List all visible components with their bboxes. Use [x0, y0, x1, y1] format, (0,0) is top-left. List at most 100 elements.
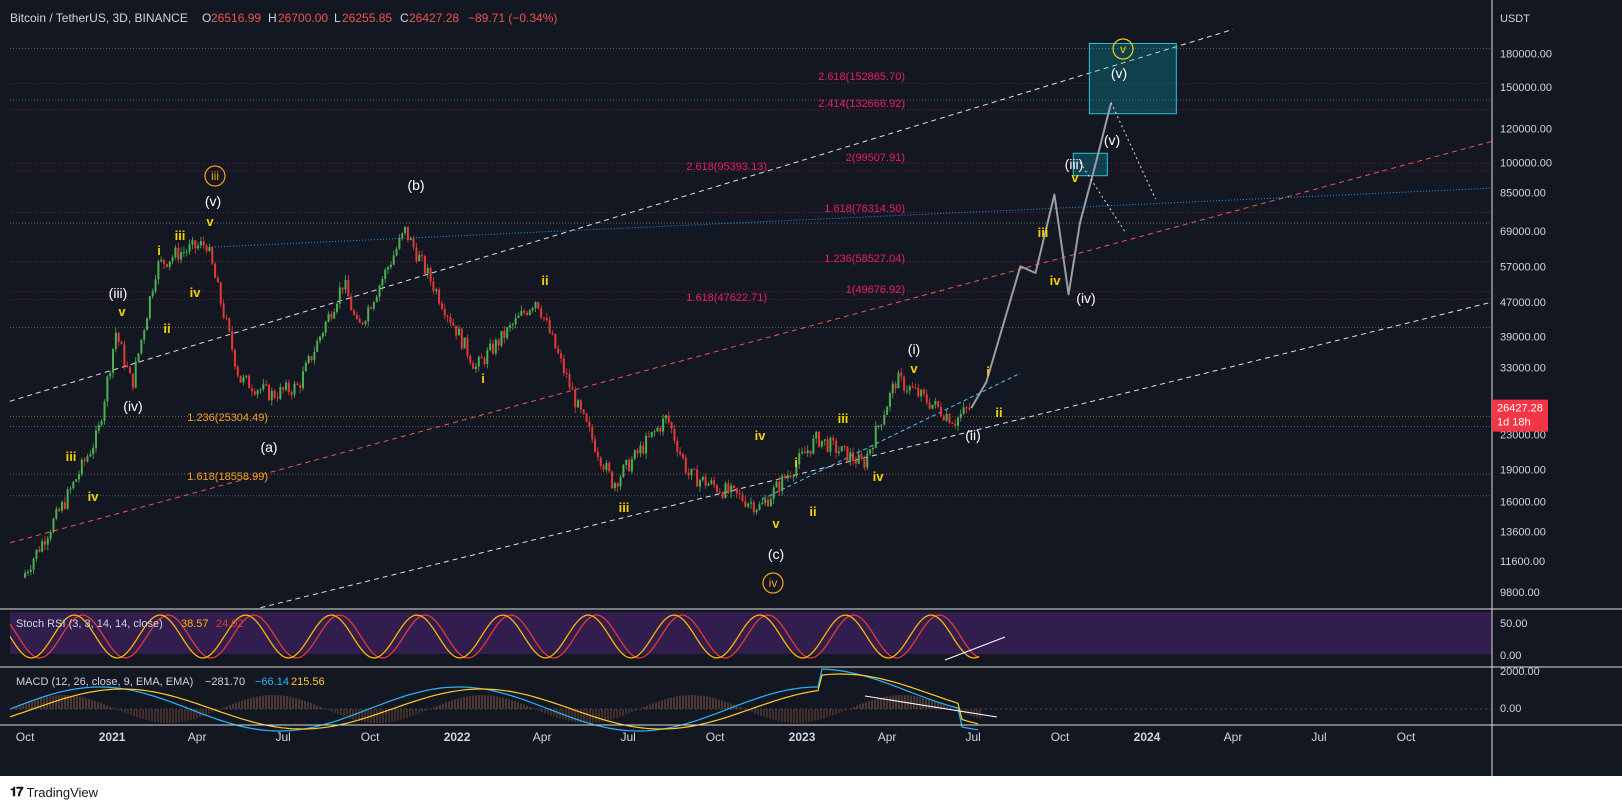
bar-countdown: 1d 18h	[1497, 417, 1531, 429]
macd-histogram-bar	[355, 709, 357, 721]
candle-body	[222, 303, 225, 318]
candle-body	[948, 414, 951, 424]
time-axis-tick: Apr	[1224, 730, 1243, 744]
candle-body	[46, 538, 49, 545]
candle-body	[177, 247, 180, 260]
candle-body	[435, 289, 438, 292]
macd-histogram-bar	[865, 702, 867, 709]
macd-histogram-bar	[472, 695, 474, 709]
macd-histogram-bar	[409, 709, 411, 717]
candle-body	[421, 254, 424, 257]
wave-label-minor: ii	[995, 405, 1002, 420]
candle-body	[398, 238, 401, 249]
macd-histogram-bar	[286, 696, 288, 709]
price-axis-tick: 33000.00	[1500, 363, 1546, 375]
stoch-axis-tick: 0.00	[1500, 650, 1521, 662]
macd-histogram-bar	[658, 701, 660, 709]
candle-body	[548, 320, 551, 334]
candle-body	[628, 459, 631, 472]
candle-body	[370, 307, 373, 309]
macd-histogram-bar	[283, 695, 285, 709]
macd-histogram-bar	[385, 709, 387, 723]
candle-body	[815, 431, 818, 439]
candle-body	[389, 264, 392, 268]
tradingview-logo[interactable]: 𝟏𝟕 TradingView	[10, 784, 98, 800]
candle-body	[582, 409, 585, 414]
candle-body	[744, 501, 747, 507]
close-value: 26427.28	[409, 11, 459, 25]
macd-histogram-bar	[829, 709, 831, 717]
candle-body	[792, 475, 795, 477]
macd-line	[9, 668, 979, 732]
candle-body	[508, 325, 511, 328]
wave-label-minor: ii	[541, 273, 548, 288]
macd-histogram-bar	[769, 709, 771, 719]
macd-histogram-bar	[268, 695, 270, 709]
time-axis-tick: Oct	[1051, 730, 1070, 744]
price-axis-tick: 100000.00	[1500, 157, 1552, 169]
macd-histogram-bar	[934, 701, 936, 709]
wave-label-minor: iv	[88, 489, 100, 504]
macd-histogram-bar	[715, 698, 717, 709]
macd-histogram-bar	[709, 697, 711, 709]
macd-histogram-bar	[118, 709, 120, 711]
wave-circle-marker	[762, 572, 784, 594]
price-axis-tick: 47000.00	[1500, 297, 1546, 309]
open-label: O	[202, 11, 211, 25]
candle-body	[293, 383, 296, 395]
candle-body	[857, 454, 860, 464]
macd-histogram-bar	[754, 709, 756, 714]
macd-histogram-bar	[106, 705, 108, 709]
stoch-k-value: 38.57	[181, 618, 209, 630]
macd-histogram-bar	[100, 703, 102, 709]
macd-histogram-bar	[388, 709, 390, 723]
candle-body	[560, 353, 563, 359]
current-price-tag	[1492, 399, 1548, 432]
candle-body	[38, 549, 41, 552]
macd-histogram-bar	[469, 695, 471, 709]
candle-body	[968, 407, 971, 410]
macd-histogram-bar	[67, 695, 69, 709]
candle-body	[659, 427, 662, 432]
candle-body	[837, 451, 840, 453]
macd-histogram-bar	[151, 709, 153, 722]
stoch-title: Stoch RSI (3, 3, 14, 14, close)	[16, 618, 163, 630]
candle-body	[205, 245, 208, 252]
macd-histogram-bar	[112, 707, 114, 709]
candle-body	[60, 502, 63, 511]
legend-header: Bitcoin / TetherUS, 3D, BINANCE O 26516.…	[10, 11, 557, 25]
candle-body	[148, 296, 151, 319]
macd-histogram-bar	[886, 696, 888, 709]
macd-histogram-bar	[247, 698, 249, 709]
candle-body	[681, 453, 684, 458]
macd-histogram-bar	[577, 709, 579, 723]
macd-histogram-bar	[478, 695, 480, 709]
macd-histogram-bar	[145, 709, 147, 721]
candle-body	[211, 247, 214, 264]
macd-histogram-bar	[751, 709, 753, 713]
macd-histogram-bar	[337, 709, 339, 715]
candle-body	[259, 389, 262, 391]
candle-body	[920, 389, 923, 397]
macd-histogram-bar	[796, 709, 798, 723]
fib-label: 1.618(76314.50)	[824, 203, 905, 215]
price-axis-tick: 57000.00	[1500, 261, 1546, 273]
macd-histogram-bar	[571, 709, 573, 722]
candle-body	[336, 303, 339, 312]
macd-histogram-bar	[85, 698, 87, 709]
candle-body	[718, 491, 721, 493]
macd-histogram-bar	[361, 709, 363, 722]
candle-body	[392, 255, 395, 265]
macd-histogram-bar	[541, 709, 543, 713]
macd-histogram-bar	[175, 709, 177, 723]
fib-label: 2.414(132666.92)	[818, 98, 905, 110]
candle-body	[304, 362, 307, 372]
time-axis-tick: Oct	[1397, 730, 1416, 744]
macd-histogram-bar	[670, 697, 672, 709]
candle-body	[537, 301, 540, 309]
wave-label-intermediate: (iii)	[1065, 156, 1084, 172]
wave-label-minor: iii	[1038, 225, 1049, 240]
macd-histogram-bar	[166, 709, 168, 723]
